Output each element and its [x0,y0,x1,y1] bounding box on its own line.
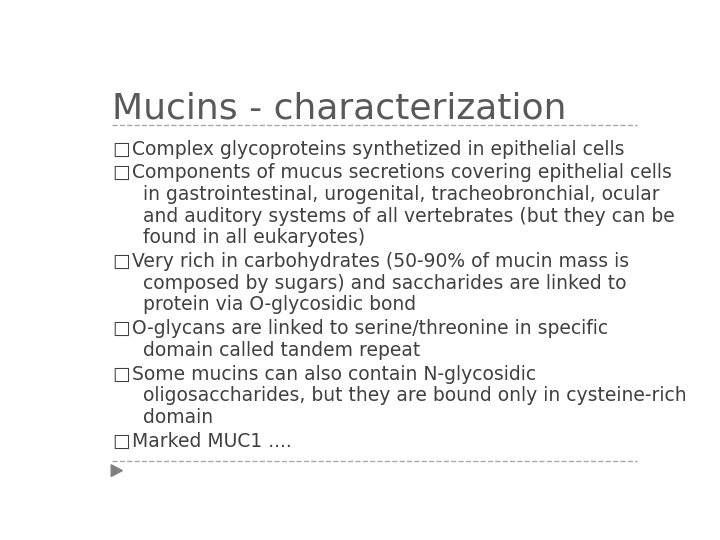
Text: in gastrointestinal, urogenital, tracheobronchial, ocular: in gastrointestinal, urogenital, tracheo… [143,185,660,204]
Text: □: □ [112,319,130,338]
Polygon shape [111,465,122,476]
Text: domain: domain [143,408,213,427]
Text: Components of mucus secretions covering epithelial cells: Components of mucus secretions covering … [132,164,672,183]
Text: protein via O-glycosidic bond: protein via O-glycosidic bond [143,295,416,314]
Text: Very rich in carbohydrates (50-90% of mucin mass is: Very rich in carbohydrates (50-90% of mu… [132,252,629,271]
Text: Mucins - characterization: Mucins - characterization [112,92,567,126]
Text: □: □ [112,364,130,383]
Text: Some mucins can also contain N-glycosidic: Some mucins can also contain N-glycosidi… [132,364,536,383]
Text: □: □ [112,140,130,159]
Text: □: □ [112,164,130,183]
Text: □: □ [112,431,130,450]
Text: and auditory systems of all vertebrates (but they can be: and auditory systems of all vertebrates … [143,207,675,226]
Text: O-glycans are linked to serine/threonine in specific: O-glycans are linked to serine/threonine… [132,319,608,338]
Text: composed by sugars) and saccharides are linked to: composed by sugars) and saccharides are … [143,274,626,293]
Text: Marked MUC1 ....: Marked MUC1 .... [132,431,292,450]
Text: found in all eukaryotes): found in all eukaryotes) [143,228,365,247]
Text: domain called tandem repeat: domain called tandem repeat [143,341,420,360]
Text: Complex glycoproteins synthetized in epithelial cells: Complex glycoproteins synthetized in epi… [132,140,624,159]
Text: oligosaccharides, but they are bound only in cysteine-rich: oligosaccharides, but they are bound onl… [143,386,687,405]
Text: □: □ [112,252,130,271]
